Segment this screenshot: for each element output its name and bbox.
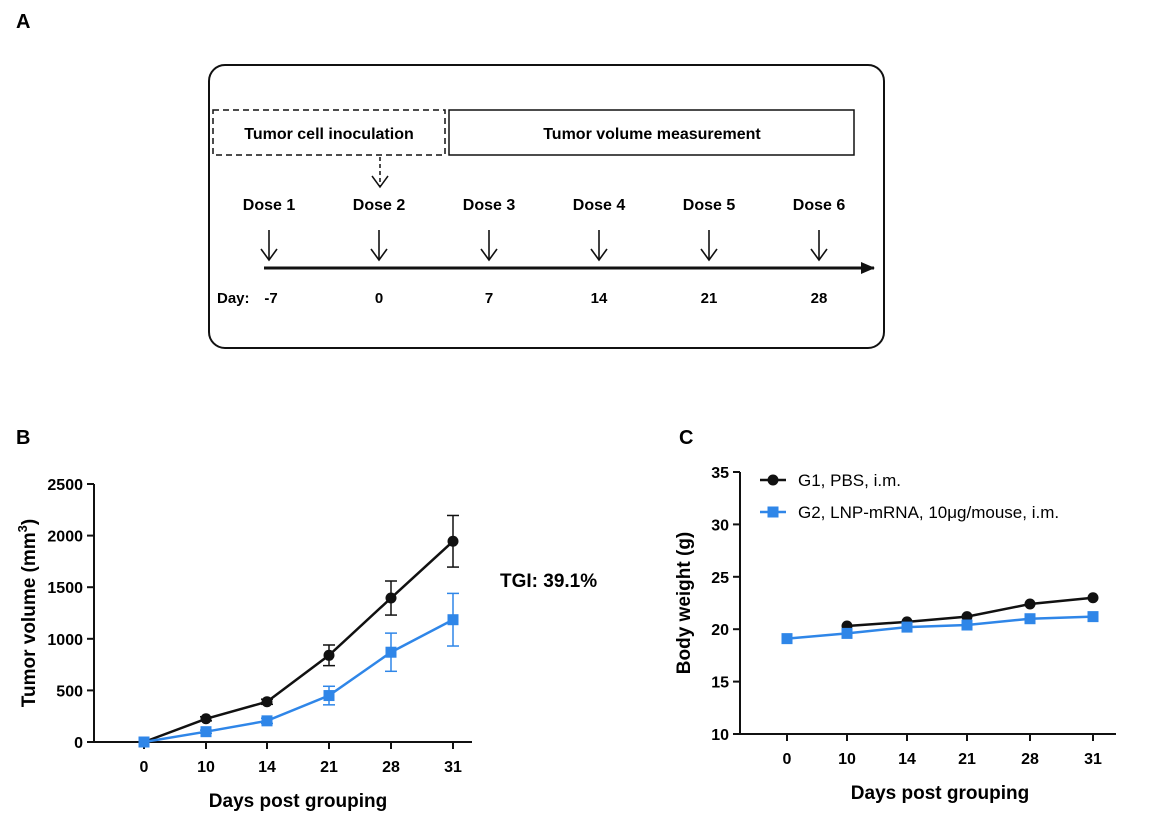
panel-b: B 0 500 1000 1500 2000 2500 0 10 14 21 28 31 Days po…: [15, 427, 597, 812]
data-point-g2: [1087, 611, 1099, 623]
x-axis-label: Days post grouping: [209, 791, 387, 812]
y-axis-label: Body weight (g): [674, 532, 695, 674]
data-point-g2: [385, 646, 397, 658]
x-tick-label: 0: [783, 751, 792, 768]
data-point-g1: [1024, 598, 1036, 610]
data-point-g1: [447, 535, 459, 547]
panel-c-label: C: [679, 427, 693, 449]
data-point-g2: [447, 614, 459, 626]
legend-label: G2, LNP-mRNA, 10μg/mouse, i.m.: [798, 503, 1059, 522]
dose-arrow-head: [370, 248, 388, 262]
dose-day-value: 7: [485, 290, 493, 307]
x-tick-label: 28: [382, 759, 400, 776]
series-line-2: [786, 615, 1094, 640]
panel-a: A Tumor cell inoculation Tumor volume me…: [16, 11, 885, 349]
dose-label: Dose 5: [683, 197, 736, 214]
y-tick-label: 1000: [47, 632, 83, 649]
data-point-g2: [138, 736, 150, 748]
x-tick-label: 31: [1084, 751, 1102, 768]
inoculation-arrow: [371, 157, 389, 189]
x-tick-label: 31: [444, 759, 462, 776]
y-tick-label: 30: [711, 517, 729, 534]
x-tick-label: 10: [838, 751, 856, 768]
y-axis-label-superscript: 3: [15, 525, 30, 532]
tumor-volume-chart: 0 500 1000 1500 2000 2500 0 10 14 21 28 31 Days post…: [15, 477, 472, 812]
dose-label: Dose 2: [353, 197, 406, 214]
x-axis-label: Days post grouping: [851, 783, 1029, 804]
x-tick-label: 21: [958, 751, 976, 768]
dose-markers: Dose 1 -7 Dose 2 0 Dose 3 7 Dose 4 14 Dose 5 21 Do…: [243, 197, 846, 307]
dose-arrow-head: [480, 248, 498, 262]
series-line-1: [143, 540, 454, 744]
dose-arrow-head: [590, 248, 608, 262]
data-point-g2: [261, 715, 273, 727]
dose-label: Dose 4: [573, 197, 626, 214]
body-weight-chart: 10 15 20 25 30 35 0 10 14 21 28 31 Days post groupin…: [674, 465, 1116, 804]
x-tick-label: 21: [320, 759, 338, 776]
data-point-g1: [200, 713, 212, 725]
y-tick-label: 20: [711, 622, 729, 639]
x-tick-label: 14: [258, 759, 276, 776]
y-tick-label: 0: [74, 735, 83, 752]
panel-a-label: A: [16, 11, 30, 33]
x-tick-label: 10: [197, 759, 215, 776]
panel-b-label: B: [16, 427, 30, 449]
inoculation-label: Tumor cell inoculation: [244, 126, 414, 143]
data-point-g2: [901, 621, 913, 633]
x-tick-label: 28: [1021, 751, 1039, 768]
y-tick-label: 25: [711, 570, 729, 587]
y-axis-label-close: ): [19, 519, 40, 525]
y-tick-label: 500: [56, 683, 83, 700]
y-tick-label: 10: [711, 727, 729, 744]
timeline-frame: [208, 64, 885, 349]
inoculation-box: [212, 109, 446, 156]
data-point-g2: [781, 633, 793, 645]
tgi-annotation: TGI: 39.1%: [500, 571, 597, 592]
data-point-g1: [323, 649, 335, 661]
data-point-g2: [1024, 613, 1036, 625]
dose-label: Dose 3: [463, 197, 516, 214]
y-axis-label: Tumor volume (mm3): [15, 519, 40, 707]
data-point-g2: [961, 619, 973, 631]
dose-day-value: 21: [701, 290, 718, 307]
data-point-g2: [841, 627, 853, 639]
dose-day-value: 28: [811, 290, 828, 307]
y-axis-label-text: Body weight (g): [674, 532, 695, 674]
dose-day-value: 0: [375, 290, 383, 307]
data-point-g2: [323, 690, 335, 702]
data-point-g1: [961, 611, 973, 623]
legend-label: G1, PBS, i.m.: [798, 471, 901, 490]
y-axis-label-text: Tumor volume (mm: [19, 532, 40, 707]
y-tick-label: 1500: [47, 580, 83, 597]
x-tick-label: 0: [140, 759, 149, 776]
series-line-2: [143, 618, 454, 744]
data-point-g1: [385, 592, 397, 604]
x-tick-label: 14: [898, 751, 916, 768]
data-point-g1: [261, 696, 273, 708]
dose-day-value: -7: [264, 290, 277, 307]
dose-day-value: 14: [591, 290, 608, 307]
y-tick-label: 35: [711, 465, 729, 482]
measurement-box: [448, 109, 855, 156]
dose-arrow-head: [700, 248, 718, 262]
dose-label: Dose 1: [243, 197, 296, 214]
data-point-g1: [1087, 592, 1099, 604]
day-label: Day:: [217, 290, 250, 307]
y-tick-label: 2000: [47, 529, 83, 546]
panel-c: C 10 15 20 25 30 35 0 10 14 21 28 31 Days post group…: [674, 427, 1116, 804]
data-point-g2: [200, 726, 212, 738]
legend-marker: [767, 474, 779, 486]
y-tick-label: 15: [711, 675, 729, 692]
dose-label: Dose 6: [793, 197, 846, 214]
legend-marker: [767, 506, 779, 518]
dose-arrow-head: [810, 248, 828, 262]
dose-arrow-head: [260, 248, 278, 262]
y-tick-label: 2500: [47, 477, 83, 494]
measurement-label: Tumor volume measurement: [543, 126, 761, 143]
